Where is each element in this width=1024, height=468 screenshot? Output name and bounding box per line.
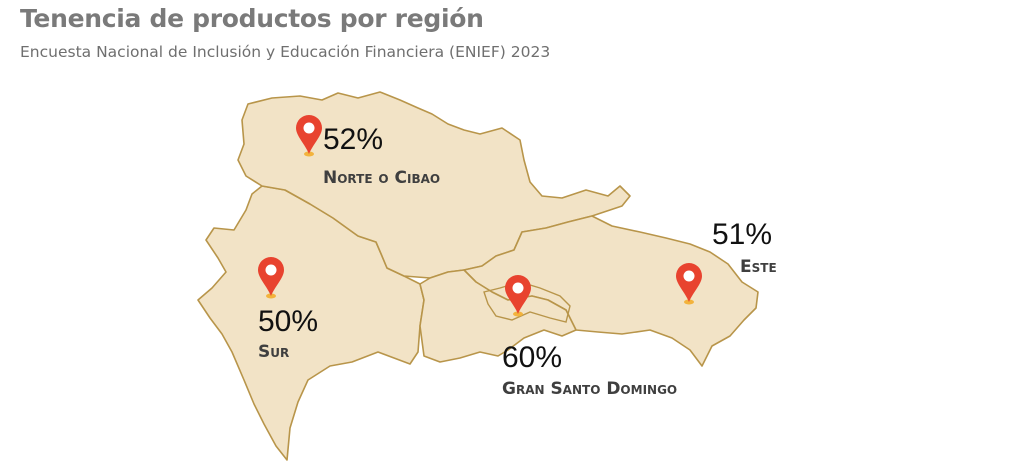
marker-norte [296, 115, 322, 157]
norte-percentage: 52% [323, 123, 384, 156]
marker-este [676, 263, 702, 305]
map-subtitle: Encuesta Nacional de Inclusión y Educaci… [20, 43, 551, 61]
map-pin-icon [258, 257, 284, 296]
map-title: Tenencia de productos por región [20, 4, 484, 33]
map-pin-icon [296, 115, 322, 154]
marker-gsd [505, 275, 531, 317]
este-percentage: 51% [712, 218, 773, 251]
map-pin-icon [505, 275, 531, 314]
gsd-percentage: 60% [502, 341, 563, 374]
este-region-label: Este [740, 257, 777, 277]
norte-region-label: Norte o Cibao [323, 168, 441, 188]
region-norte-shape [237, 91, 631, 279]
sur-region-label: Sur [258, 342, 290, 362]
map-pin-icon [676, 263, 702, 302]
marker-sur [258, 257, 284, 299]
sur-percentage: 50% [258, 305, 319, 338]
gsd-region-label: Gran Santo Domingo [502, 379, 678, 399]
